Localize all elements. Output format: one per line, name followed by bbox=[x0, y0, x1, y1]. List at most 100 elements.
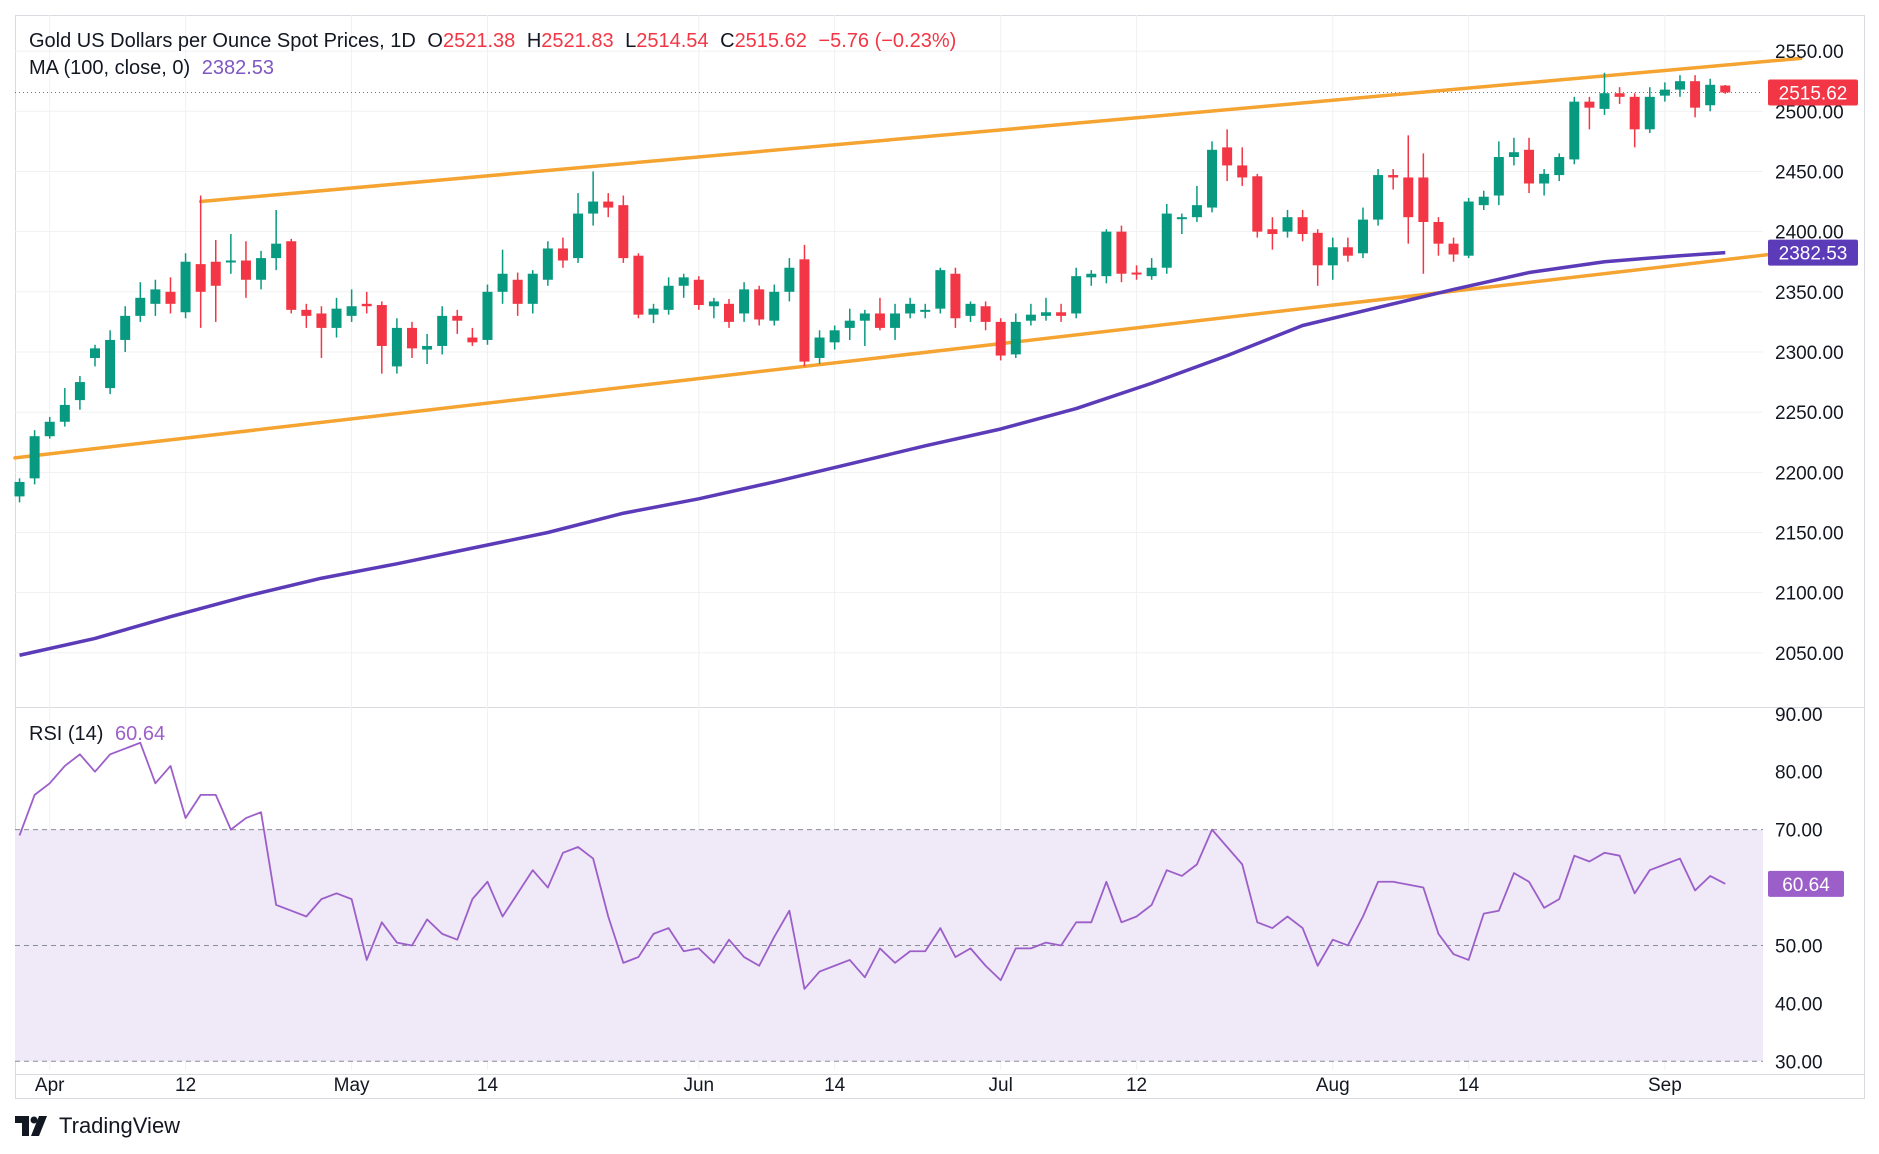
candle-down bbox=[1116, 231, 1127, 274]
candle-down bbox=[1690, 81, 1701, 108]
ma-price-badge bbox=[1768, 239, 1858, 266]
candle-up bbox=[814, 337, 825, 358]
ma-100-line bbox=[19, 250, 1726, 657]
candle-up bbox=[422, 345, 433, 350]
candle-down bbox=[1433, 221, 1444, 244]
rsi-line bbox=[18, 741, 1726, 990]
candle-up bbox=[769, 291, 780, 321]
candle-up bbox=[890, 313, 901, 328]
candle-down bbox=[723, 303, 734, 322]
candle-down bbox=[980, 306, 991, 322]
candle-up bbox=[59, 404, 70, 422]
ohlc-high: H2521.83 bbox=[526, 30, 614, 52]
time-axis-label: Jul bbox=[989, 1075, 1013, 1096]
trendline-layer bbox=[13, 56, 1803, 460]
candle-down bbox=[1312, 232, 1323, 266]
candle-up bbox=[120, 315, 131, 340]
candle-up bbox=[29, 436, 40, 479]
upper-trendline bbox=[198, 56, 1803, 204]
candle-up bbox=[44, 421, 55, 437]
time-axis-label: Jun bbox=[683, 1075, 714, 1096]
price-legend: Gold US Dollars per Ounce Spot Prices, 1… bbox=[29, 30, 962, 53]
candle-down bbox=[693, 279, 704, 306]
candle-up bbox=[1146, 267, 1157, 277]
tradingview-wordmark: TradingView bbox=[59, 1113, 181, 1138]
candle-up bbox=[588, 201, 599, 214]
candle-up bbox=[1599, 93, 1610, 109]
candle-up bbox=[920, 309, 931, 312]
time-axis-label: 14 bbox=[1458, 1075, 1480, 1096]
time-axis-label: May bbox=[334, 1075, 370, 1096]
candle-up bbox=[482, 291, 493, 340]
candle-up bbox=[1539, 173, 1550, 184]
price-axis-label: 2550.00 bbox=[1775, 42, 1844, 63]
candle-up bbox=[271, 243, 282, 259]
candle-down bbox=[376, 305, 387, 346]
rsi-axis-label: 70.00 bbox=[1775, 821, 1823, 842]
price-axis-label: 2200.00 bbox=[1775, 463, 1844, 484]
candle-down bbox=[467, 337, 478, 343]
candle-down bbox=[1222, 147, 1233, 166]
price-axis-label: 2100.00 bbox=[1775, 584, 1844, 605]
candle-down bbox=[195, 264, 206, 292]
rsi-layer bbox=[18, 741, 1726, 990]
candle-up bbox=[965, 303, 976, 316]
candle-down bbox=[603, 201, 614, 208]
candle-up bbox=[1508, 152, 1519, 158]
rsi-label: RSI (14) bbox=[29, 723, 104, 745]
chart-frame[interactable] bbox=[15, 15, 1865, 1099]
candle-up bbox=[844, 320, 855, 328]
candle-down bbox=[1252, 176, 1263, 232]
candle-down bbox=[1418, 177, 1429, 222]
candle-up bbox=[1282, 217, 1293, 232]
rsi-axis-label: 80.00 bbox=[1775, 763, 1823, 784]
time-axis-label: 14 bbox=[824, 1075, 846, 1096]
tradingview-logo[interactable]: TradingView bbox=[15, 1113, 180, 1139]
last-price-badge bbox=[1768, 79, 1858, 106]
time-axis-label: Sep bbox=[1648, 1075, 1682, 1096]
candle-up bbox=[1705, 84, 1716, 106]
candle-down bbox=[1237, 165, 1248, 178]
candle-down bbox=[1448, 243, 1459, 255]
candle-up bbox=[1327, 247, 1338, 266]
candle-up bbox=[1644, 96, 1655, 130]
price-axis-label: 2350.00 bbox=[1775, 283, 1844, 304]
candle-down bbox=[286, 241, 297, 310]
time-axis-label: 12 bbox=[1126, 1075, 1147, 1096]
ma-price-badge-text: 2382.53 bbox=[1779, 244, 1848, 265]
candle-up bbox=[1025, 314, 1036, 321]
candle-down bbox=[1131, 272, 1142, 275]
candle-up bbox=[542, 248, 553, 280]
candle-up bbox=[391, 327, 402, 367]
candle-down bbox=[754, 289, 765, 320]
candle-up bbox=[1071, 276, 1082, 314]
candle-up bbox=[784, 267, 795, 292]
candle-up bbox=[1569, 101, 1580, 160]
rsi-axis-label: 40.00 bbox=[1775, 994, 1823, 1015]
candle-down bbox=[1342, 247, 1353, 256]
last-price-badge-text: 2515.62 bbox=[1779, 83, 1848, 104]
price-axis-label: 2150.00 bbox=[1775, 523, 1844, 544]
rsi-band-layer bbox=[15, 829, 1763, 1062]
price-axis-label: 2300.00 bbox=[1775, 343, 1844, 364]
candle-down bbox=[1403, 177, 1414, 218]
ohlc-low: L2514.54 bbox=[625, 30, 709, 52]
rsi-legend[interactable]: RSI (14) 60.64 bbox=[29, 723, 171, 746]
candle-down bbox=[995, 321, 1006, 356]
candle-up bbox=[1659, 89, 1670, 96]
candle-up bbox=[829, 330, 840, 343]
candle-up bbox=[527, 273, 538, 304]
candle-up bbox=[105, 339, 116, 389]
candle-up bbox=[1357, 219, 1368, 254]
candle-up bbox=[1554, 157, 1565, 176]
candle-up bbox=[135, 297, 146, 316]
candle-down bbox=[1524, 149, 1535, 184]
candle-up bbox=[1176, 217, 1187, 220]
rsi-value: 60.64 bbox=[115, 723, 166, 745]
ma-legend[interactable]: MA (100, close, 0) 2382.53 bbox=[29, 57, 280, 80]
candle-up bbox=[437, 315, 448, 346]
candle-down bbox=[316, 313, 327, 328]
candle-up bbox=[663, 285, 674, 310]
price-axis-label: 2450.00 bbox=[1775, 162, 1844, 183]
